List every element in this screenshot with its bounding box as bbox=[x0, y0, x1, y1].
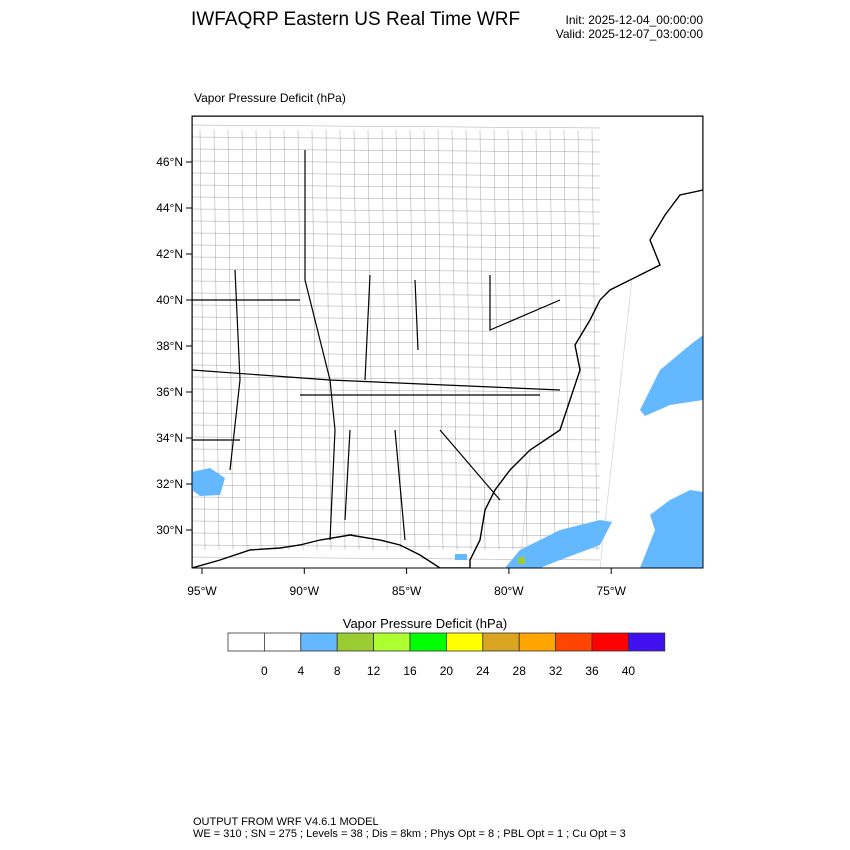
lon-tick-label: 90°W bbox=[290, 584, 320, 598]
colorbar-box bbox=[227, 632, 265, 652]
colorbar-box bbox=[555, 632, 593, 652]
colorbar-label: 40 bbox=[622, 664, 636, 678]
lat-tick-label: 42°N bbox=[156, 247, 183, 261]
colorbar-label: 36 bbox=[585, 664, 599, 678]
colorbar-label: 8 bbox=[334, 664, 341, 678]
lat-tick-label: 46°N bbox=[156, 155, 183, 169]
state-borders bbox=[192, 150, 561, 541]
colorbar-box bbox=[300, 632, 338, 652]
lon-tick-label: 95°W bbox=[187, 584, 217, 598]
lat-tick-label: 44°N bbox=[156, 201, 183, 215]
colorbar-box bbox=[591, 632, 629, 652]
colorbar-label: 0 bbox=[261, 664, 268, 678]
plot-title: Vapor Pressure Deficit (hPa) bbox=[194, 91, 346, 105]
colorbar-box bbox=[445, 632, 484, 652]
footer-line-1: OUTPUT FROM WRF V4.6.1 MODEL bbox=[193, 816, 379, 828]
lat-tick-label: 40°N bbox=[156, 293, 183, 307]
lat-tick-label: 36°N bbox=[156, 385, 183, 399]
init-time: Init: 2025-12-04_00:00:00 bbox=[565, 13, 703, 27]
land bbox=[192, 116, 703, 568]
colorbar-box bbox=[518, 632, 557, 652]
vpd-8-12-patch bbox=[518, 557, 525, 564]
vpd-region-atlantic-south bbox=[505, 520, 612, 568]
colorbar-label: 16 bbox=[403, 664, 417, 678]
lat-tick-label: 38°N bbox=[156, 339, 183, 353]
map-frame bbox=[191, 115, 704, 569]
county-lines bbox=[192, 124, 601, 561]
vpd-region-florida bbox=[455, 554, 467, 560]
vpd-region-texas bbox=[192, 468, 225, 496]
vpd-region-atlantic-north bbox=[640, 335, 703, 416]
lon-tick-label: 85°W bbox=[392, 584, 422, 598]
colorbar-label: 4 bbox=[297, 664, 304, 678]
vpd-region-southeast bbox=[640, 490, 703, 568]
lat-tick-label: 34°N bbox=[156, 431, 183, 445]
colorbar-box bbox=[409, 632, 447, 652]
axes: 46°N 44°N 42°N 40°N 38°N 36°N 34°N 32°N 30°N 95°W… bbox=[156, 155, 626, 598]
colorbar-label: 32 bbox=[549, 664, 563, 678]
colorbar-box bbox=[336, 632, 375, 652]
lon-tick-label: 80°W bbox=[494, 584, 524, 598]
colorbar-label: 28 bbox=[513, 664, 527, 678]
page-title: IWFAQRP Eastern US Real Time WRF bbox=[191, 9, 521, 30]
colorbar-label: 24 bbox=[476, 664, 490, 678]
model-footer: OUTPUT FROM WRF V4.6.1 MODEL WE = 310 ; … bbox=[193, 816, 626, 840]
colorbar-box bbox=[482, 632, 520, 652]
lon-tick-label: 75°W bbox=[596, 584, 626, 598]
lat-tick-label: 30°N bbox=[156, 523, 183, 537]
time-info: Init: 2025-12-04_00:00:00 Valid: 2025-12… bbox=[556, 13, 703, 41]
colorbar-box bbox=[373, 632, 411, 652]
colorbar-label: 20 bbox=[440, 664, 454, 678]
colorbar-title: Vapor Pressure Deficit (hPa) bbox=[342, 616, 508, 631]
colorbar-box bbox=[628, 632, 666, 652]
colorbar: 0 4 8 12 16 20 24 28 32 36 40 bbox=[227, 632, 666, 678]
colorbar-label: 12 bbox=[367, 664, 381, 678]
colorbar-box bbox=[263, 632, 302, 652]
vpd-4-8-fill bbox=[192, 335, 703, 568]
lat-tick-label: 32°N bbox=[156, 477, 183, 491]
valid-time: Valid: 2025-12-07_03:00:00 bbox=[555, 27, 703, 41]
footer-line-2: WE = 310 ; SN = 275 ; Levels = 38 ; Dis … bbox=[193, 828, 626, 840]
map-area bbox=[192, 116, 703, 568]
